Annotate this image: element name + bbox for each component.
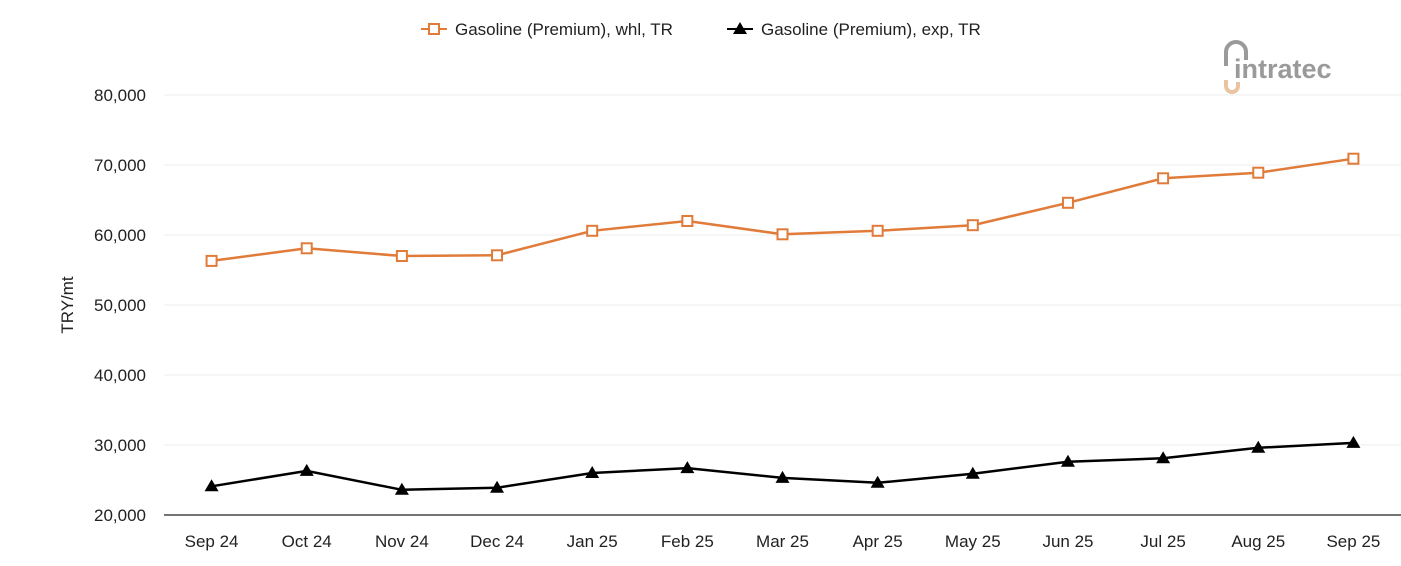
- data-point: [775, 470, 790, 483]
- legend-marker: [733, 22, 747, 34]
- data-point: [681, 215, 694, 227]
- y-tick-label: 20,000: [94, 506, 146, 525]
- x-tick-label: Aug 25: [1231, 532, 1285, 551]
- y-tick-label: 70,000: [94, 156, 146, 175]
- y-tick-label: 60,000: [94, 226, 146, 245]
- data-point: [1252, 166, 1265, 179]
- data-point: [776, 228, 789, 241]
- x-tick-label: Oct 24: [282, 532, 332, 551]
- x-tick-label: Dec 24: [470, 532, 524, 551]
- legend-label: Gasoline (Premium), whl, TR: [455, 20, 673, 39]
- x-axis: Sep 24 Oct 24 Nov 24 Dec 24 Jan 25 Feb 25 Mar …: [164, 514, 1401, 551]
- x-tick-label: Mar 25: [756, 532, 809, 551]
- svg-text:intratec: intratec: [1234, 54, 1332, 84]
- data-point: [1346, 435, 1361, 448]
- data-point: [490, 480, 505, 493]
- data-point: [586, 224, 599, 237]
- x-tick-label: Sep 24: [185, 532, 239, 551]
- data-point: [871, 224, 884, 237]
- data-point: [1061, 196, 1074, 209]
- data-point: [299, 463, 314, 476]
- x-tick-label: Nov 24: [375, 532, 429, 551]
- series-line: [211, 157, 1354, 263]
- y-axis: 20,000 30,000 40,000 50,000 60,000 70,000 80,0…: [94, 86, 146, 525]
- x-tick-label: Jul 25: [1140, 532, 1185, 551]
- y-tick-label: 80,000: [94, 86, 146, 105]
- x-tick-label: Apr 25: [853, 532, 903, 551]
- data-point: [965, 466, 980, 479]
- data-point: [394, 482, 409, 495]
- data-point: [300, 242, 313, 255]
- x-tick-label: Jun 25: [1042, 532, 1093, 551]
- data-point: [1251, 440, 1266, 453]
- data-point: [395, 250, 408, 262]
- intratec-logo: intratec: [1224, 40, 1332, 94]
- y-tick-label: 40,000: [94, 366, 146, 385]
- data-point: [491, 249, 504, 262]
- data-point: [585, 466, 600, 478]
- y-axis-label: TRY/mt: [58, 276, 77, 334]
- x-tick-label: Jan 25: [567, 532, 618, 551]
- x-tick-label: Feb 25: [661, 532, 714, 551]
- legend: Gasoline (Premium), whl, TR Gasoline (Pre…: [421, 20, 981, 39]
- data-point: [870, 475, 885, 488]
- data-point: [1157, 172, 1170, 185]
- series: [204, 152, 1361, 495]
- data-point: [1347, 152, 1360, 165]
- data-point: [680, 461, 695, 474]
- data-point: [204, 479, 219, 492]
- x-tick-label: Sep 25: [1326, 532, 1380, 551]
- y-tick-label: 50,000: [94, 296, 146, 315]
- legend-marker: [428, 23, 440, 35]
- legend-label: Gasoline (Premium), exp, TR: [761, 20, 981, 39]
- x-tick-label: May 25: [945, 532, 1001, 551]
- data-point: [1060, 454, 1075, 467]
- grid: [164, 94, 1401, 446]
- y-tick-label: 30,000: [94, 436, 146, 455]
- data-point: [966, 219, 979, 232]
- data-point: [1156, 451, 1171, 464]
- data-point: [205, 254, 218, 267]
